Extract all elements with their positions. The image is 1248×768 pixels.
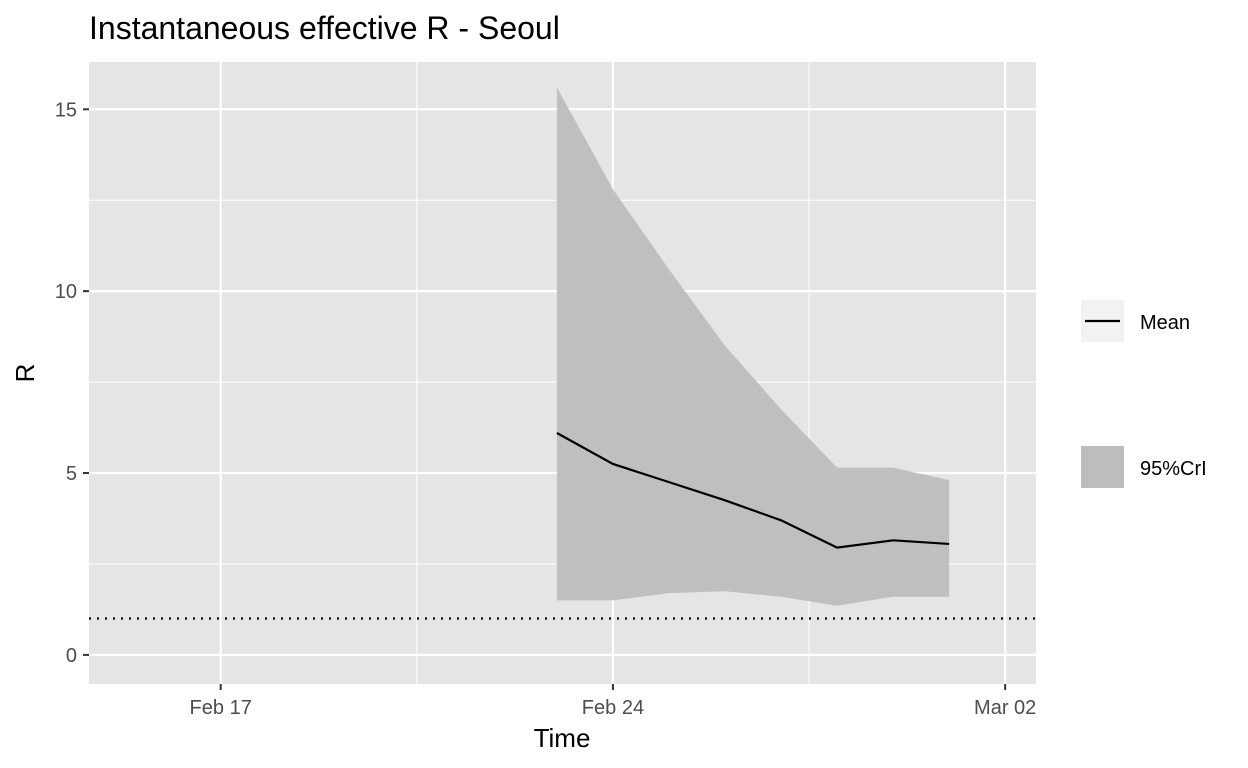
credible-interval-band [556,87,950,606]
credible-interval-layer [556,87,950,606]
y-axis-title: R [10,364,40,383]
x-axis: Feb 17 Feb 24 Mar 02 [190,684,1036,719]
x-tick-label-0: Feb 17 [190,697,252,719]
mean-line [556,432,950,549]
x-axis-title: Time [534,723,591,753]
y-tick-label-0: 0 [66,645,77,667]
y-tick-label-3: 15 [55,99,77,121]
legend-label-crI: 95%CrI [1140,458,1207,480]
y-tick-label-1: 5 [66,463,77,485]
legend-label-mean: Mean [1140,312,1190,334]
chart-title: Instantaneous effective R - Seoul [89,10,560,46]
legend-swatch-crI [1081,446,1124,488]
y-axis: 0 5 10 15 [55,99,89,667]
legend: Mean 95%CrI [1081,300,1207,488]
y-tick-label-2: 10 [55,281,77,303]
x-tick-label-2: Mar 02 [974,697,1036,719]
mean-line-layer [556,432,950,549]
x-tick-label-1: Feb 24 [582,697,644,719]
